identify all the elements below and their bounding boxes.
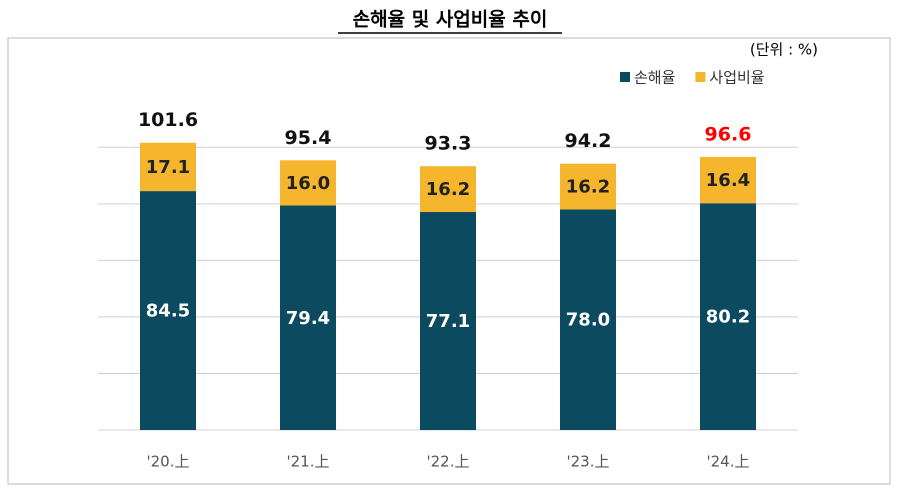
bar-value-label: 80.2: [706, 307, 750, 328]
bar-segment: [700, 156, 756, 204]
bar-value-label: 84.5: [146, 301, 190, 322]
x-tick-label: '22.上: [427, 453, 470, 471]
bar-value-label: 16.2: [426, 179, 470, 200]
bar-value-label: 16.2: [566, 177, 610, 198]
bar-value-label: 17.1: [146, 157, 190, 178]
bar-value-label: 77.1: [426, 311, 470, 332]
bar-segment: [700, 203, 756, 430]
chart-title: 손해율 및 사업비율 추이: [353, 9, 548, 31]
total-label: 94.2: [565, 130, 612, 152]
frame: [7, 37, 891, 485]
bar-segment: [560, 163, 616, 210]
bar-segment: [140, 142, 196, 192]
total-label: 93.3: [425, 133, 472, 155]
bar-segment: [280, 205, 336, 430]
bar-segment: [560, 209, 616, 430]
total-label: 95.4: [285, 127, 332, 149]
x-tick-label: '23.上: [567, 453, 610, 471]
x-tick-label: '20.上: [147, 453, 190, 471]
unit-label: (단위 : %): [750, 41, 818, 59]
bar-segment: [420, 166, 476, 213]
bar-value-label: 78.0: [566, 310, 610, 331]
total-label: 101.6: [138, 109, 198, 131]
bar-segment: [140, 191, 196, 430]
x-tick-label: '24.上: [707, 453, 750, 471]
legend-swatch: [695, 72, 706, 82]
bar-segment: [420, 212, 476, 430]
bar-value-label: 79.4: [286, 308, 330, 329]
x-tick-label: '21.上: [287, 453, 330, 471]
legend-label: 사업비율: [709, 69, 764, 87]
bar-segment: [280, 160, 336, 206]
bar-value-label: 16.4: [706, 170, 750, 191]
legend-swatch: [620, 72, 630, 82]
bar-value-label: 16.0: [286, 173, 330, 194]
total-label: 96.6: [705, 123, 752, 145]
legend-label: 손해율: [634, 69, 675, 87]
